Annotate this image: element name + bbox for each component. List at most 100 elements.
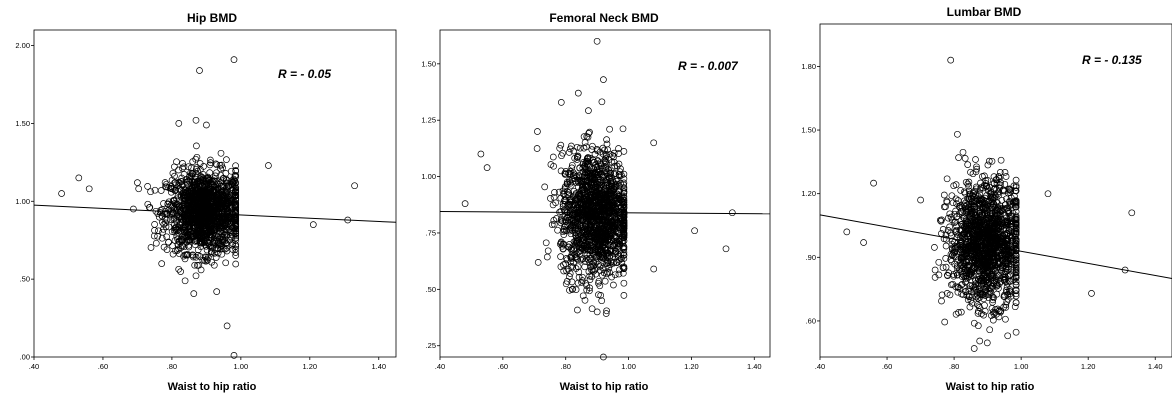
data-point xyxy=(593,37,601,45)
data-point xyxy=(175,120,183,127)
data-point xyxy=(650,265,658,273)
data-point xyxy=(154,232,161,240)
data-point xyxy=(208,203,216,211)
data-point xyxy=(192,217,200,225)
data-point xyxy=(1012,328,1020,336)
data-point xyxy=(557,263,565,271)
data-point xyxy=(228,234,236,242)
data-point xyxy=(190,208,198,216)
data-point xyxy=(205,236,213,244)
data-point xyxy=(187,194,195,202)
data-point xyxy=(461,200,469,207)
data-point xyxy=(150,232,158,240)
data-point xyxy=(620,234,628,242)
data-point xyxy=(75,174,83,182)
data-point xyxy=(213,288,221,295)
x-axis: .40.60.80 1.00 1.20 1.40 xyxy=(29,357,386,371)
data-point xyxy=(575,173,583,181)
data-point xyxy=(559,203,567,210)
data-point xyxy=(144,200,152,208)
data-point xyxy=(232,234,240,242)
data-point xyxy=(217,179,224,186)
data-point xyxy=(215,239,222,246)
data-point xyxy=(212,172,219,180)
y-tick-label: .75 xyxy=(426,228,436,237)
y-tick-label: 1.00 xyxy=(421,172,436,181)
data-point xyxy=(222,199,230,207)
data-point xyxy=(568,278,576,286)
y-tick-label: .00 xyxy=(20,353,30,362)
data-point xyxy=(964,161,972,168)
data-point xyxy=(946,223,953,231)
data-point xyxy=(980,311,987,319)
data-point xyxy=(232,230,240,237)
x-tick-label: .40 xyxy=(435,362,445,371)
data-point xyxy=(217,243,225,251)
data-point xyxy=(601,146,608,154)
data-point xyxy=(232,252,240,259)
data-point xyxy=(584,133,592,141)
data-point xyxy=(574,263,582,271)
data-point xyxy=(611,271,619,279)
data-point xyxy=(183,233,190,241)
data-point xyxy=(615,270,623,278)
data-point xyxy=(172,247,179,255)
data-point xyxy=(201,196,209,204)
data-point xyxy=(541,183,549,191)
data-point xyxy=(182,224,189,231)
data-point xyxy=(1004,332,1012,340)
data-point xyxy=(561,223,568,231)
data-point xyxy=(1012,176,1020,184)
data-point xyxy=(938,291,946,299)
data-point xyxy=(185,177,192,185)
data-point xyxy=(208,258,216,266)
data-point xyxy=(582,143,590,151)
data-point xyxy=(194,223,202,231)
data-point xyxy=(606,125,613,133)
data-point xyxy=(1002,173,1010,180)
data-point xyxy=(208,192,215,200)
data-point xyxy=(549,201,557,209)
data-point xyxy=(620,279,628,287)
data-point xyxy=(986,326,994,334)
data-point xyxy=(152,239,160,247)
data-point xyxy=(602,155,609,162)
data-point xyxy=(581,296,589,304)
data-point xyxy=(210,205,218,212)
data-point xyxy=(185,243,193,251)
data-point xyxy=(616,240,623,248)
x-tick-label: 1.00 xyxy=(1014,362,1029,371)
data-point xyxy=(162,219,169,227)
data-point xyxy=(1001,169,1009,176)
data-point xyxy=(574,306,581,314)
data-point xyxy=(175,181,182,189)
data-point xyxy=(948,192,956,200)
scatter-points xyxy=(461,37,736,361)
data-point xyxy=(534,128,541,135)
data-point xyxy=(542,239,550,247)
r-annotation: R = - 0.007 xyxy=(678,59,739,73)
x-tick-label: .80 xyxy=(949,362,959,371)
data-point xyxy=(192,170,199,178)
data-point xyxy=(610,153,618,161)
data-point xyxy=(172,226,180,234)
y-tick-label: 2.00 xyxy=(15,41,30,50)
chart-title: Lumbar BMD xyxy=(947,5,1022,19)
data-point xyxy=(941,318,949,326)
data-point xyxy=(562,218,570,226)
data-point xyxy=(550,220,558,228)
data-point xyxy=(203,238,211,246)
data-point xyxy=(222,175,230,183)
data-point xyxy=(587,263,595,271)
panel-femoral-neck-bmd: Femoral Neck BMD .25.50.751.001.251.50 .… xyxy=(421,11,771,393)
data-point xyxy=(198,187,206,195)
data-point xyxy=(232,167,240,174)
data-point xyxy=(192,155,200,163)
data-point xyxy=(221,209,228,217)
data-point xyxy=(976,337,984,345)
data-point xyxy=(610,149,618,157)
data-point xyxy=(134,179,141,186)
data-point xyxy=(265,162,272,169)
data-point xyxy=(187,213,195,221)
data-point xyxy=(728,209,736,217)
